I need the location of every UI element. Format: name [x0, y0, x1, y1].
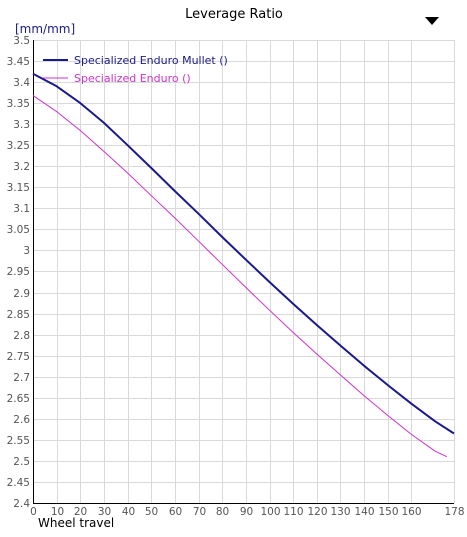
- y-tick-label: 3.1: [13, 203, 30, 215]
- y-tick-label: 2.95: [7, 266, 30, 278]
- series-line-2: [32, 95, 448, 458]
- x-tick-label: 160: [401, 506, 421, 518]
- x-tick-label: 140: [354, 506, 374, 518]
- y-tick-label: 2.7: [13, 372, 30, 384]
- y-tick-label: 2.85: [7, 309, 30, 321]
- series-line-1: [32, 72, 455, 435]
- x-tick-label: 110: [283, 506, 303, 518]
- x-tick-label: 40: [122, 506, 135, 518]
- y-tick-label: 2.55: [7, 435, 30, 447]
- y-tick-label: 3.4: [13, 77, 30, 89]
- y-tick-label: 3: [23, 245, 30, 257]
- x-tick-label: 120: [307, 506, 327, 518]
- x-tick-label: 60: [169, 506, 182, 518]
- y-tick-label: 3.2: [13, 161, 30, 173]
- y-tick-label: 2.65: [7, 393, 30, 405]
- tick-labels: 2.4 2.45 2.5 2.55 2.6 2.65 2.7 2.75 2.8 2.85 2.9 2.…: [7, 35, 465, 518]
- y-tick-label: 2.6: [13, 414, 30, 426]
- x-tick-label: 100: [260, 506, 280, 518]
- x-tick-label: 50: [145, 506, 158, 518]
- x-tick-label: 150: [378, 506, 398, 518]
- x-tick-label: 0: [30, 506, 37, 518]
- y-tick-label: 2.75: [7, 351, 30, 363]
- y-tick-label: 3.05: [7, 224, 30, 236]
- y-tick-label: 2.9: [13, 288, 30, 300]
- y-tick-label: 3.3: [13, 119, 30, 131]
- chart-title: Leverage Ratio: [185, 7, 283, 22]
- triangle-down-icon[interactable]: [425, 17, 439, 25]
- x-tick-label: 10: [51, 506, 64, 518]
- y-axis-unit-label: [mm/mm]: [15, 22, 75, 36]
- y-tick-label: 3.45: [7, 56, 30, 68]
- x-tick-label: 80: [216, 506, 229, 518]
- y-tick-label: 2.4: [13, 498, 30, 510]
- y-tick-label: 2.8: [13, 330, 30, 342]
- legend: Specialized Enduro Mullet () Specialized …: [43, 54, 228, 85]
- y-tick-label: 2.45: [7, 477, 30, 489]
- x-tick-label: 30: [98, 506, 111, 518]
- x-tick-label: 130: [330, 506, 350, 518]
- x-axis-label: Wheel travel: [38, 516, 114, 530]
- y-tick-label: 3.25: [7, 140, 30, 152]
- axes: [33, 40, 454, 504]
- y-tick-label: 3.35: [7, 98, 30, 110]
- x-tick-label: 70: [193, 506, 206, 518]
- y-tick-label: 3.15: [7, 182, 30, 194]
- y-tick-label: 3.5: [13, 35, 30, 47]
- x-tick-label: 20: [74, 506, 87, 518]
- x-tick-label: 90: [240, 506, 253, 518]
- legend-label: Specialized Enduro (): [74, 72, 191, 85]
- grid: [33, 40, 455, 504]
- x-tick-label: 178: [444, 506, 464, 518]
- legend-label: Specialized Enduro Mullet (): [74, 54, 228, 67]
- series-lines: [32, 72, 455, 458]
- y-tick-label: 2.5: [13, 456, 30, 468]
